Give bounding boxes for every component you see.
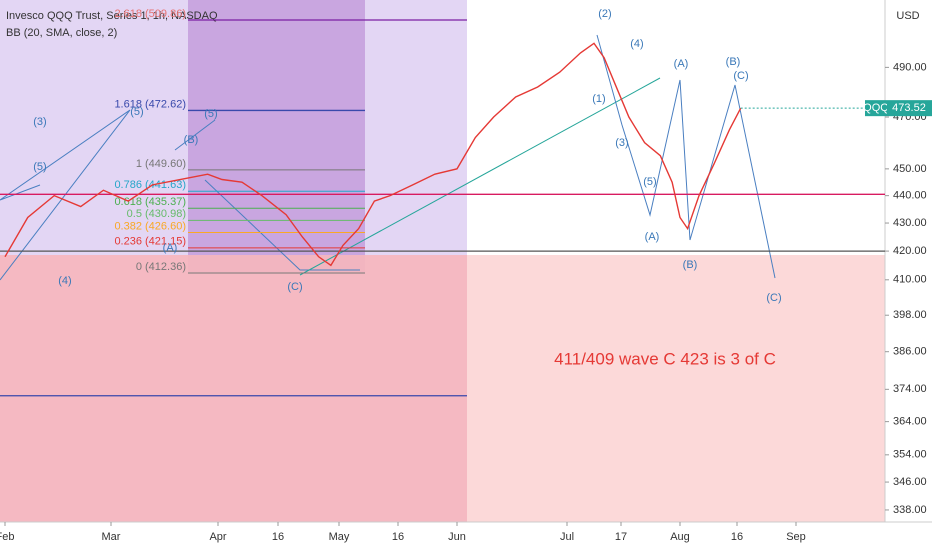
wave-label: (4) bbox=[630, 38, 643, 50]
currency: USD bbox=[896, 10, 919, 22]
region bbox=[0, 255, 467, 522]
chart-title: Invesco QQQ Trust, Series 1, 1h, NASDAQ bbox=[6, 10, 218, 22]
wave-label: (B) bbox=[683, 259, 698, 271]
x-tick-label: 16 bbox=[392, 531, 404, 543]
symbol-label: QQQ bbox=[863, 102, 889, 114]
x-tick-label: 16 bbox=[272, 531, 284, 543]
x-tick-label: May bbox=[329, 531, 350, 543]
fib-label: 0.382 (426.60) bbox=[114, 220, 186, 232]
wave-label: (B) bbox=[184, 134, 199, 146]
price-badge bbox=[887, 100, 932, 117]
trend-line bbox=[299, 77, 661, 276]
wave-label: (5) bbox=[33, 161, 46, 173]
x-tick-label: Feb bbox=[0, 531, 14, 543]
wave-line bbox=[0, 109, 131, 281]
fib-label: 2.618 (509.86) bbox=[114, 8, 186, 20]
y-tick-label: 386.00 bbox=[893, 346, 927, 358]
price-label: 473.52 bbox=[892, 102, 926, 114]
wave-label: (5) bbox=[204, 108, 217, 120]
fib-label: 1 (449.60) bbox=[136, 158, 186, 170]
wave-label: (4) bbox=[58, 275, 71, 287]
wave-label: (2) bbox=[598, 8, 611, 20]
symbol-badge bbox=[865, 100, 887, 117]
wave-label: (3) bbox=[615, 137, 628, 149]
region bbox=[188, 0, 365, 272]
annotation: 411/409 wave C 423 is 3 of C bbox=[554, 349, 776, 368]
price-line bbox=[4, 42, 742, 267]
y-tick-label: 410.00 bbox=[893, 274, 927, 286]
fib-label: 0.236 (421.15) bbox=[114, 236, 186, 248]
x-tick-label: Sep bbox=[786, 531, 806, 543]
x-tick-label: Aug bbox=[670, 531, 690, 543]
wave-line bbox=[596, 34, 776, 279]
x-tick-label: Apr bbox=[209, 531, 226, 543]
x-tick-label: Jun bbox=[448, 531, 466, 543]
fib-label: 1.618 (472.62) bbox=[114, 98, 186, 110]
wave-label: (C) bbox=[733, 70, 748, 82]
indicator: BB (20, SMA, close, 2) bbox=[6, 27, 117, 39]
fib-label: 0.618 (435.37) bbox=[114, 196, 186, 208]
y-tick-label: 338.00 bbox=[893, 504, 927, 516]
y-tick-label: 450.00 bbox=[893, 163, 927, 175]
wave-label: (5) bbox=[130, 106, 143, 118]
wave-label: (A) bbox=[163, 242, 178, 254]
wave-line bbox=[204, 179, 360, 271]
wave-label: (B) bbox=[726, 56, 741, 68]
wave-label: (1) bbox=[592, 93, 605, 105]
x-tick-label: 17 bbox=[615, 531, 627, 543]
wave-label: (A) bbox=[645, 231, 660, 243]
wave-label: (C) bbox=[766, 292, 781, 304]
y-tick-label: 420.00 bbox=[893, 245, 927, 257]
y-tick-label: 346.00 bbox=[893, 476, 927, 488]
y-tick-label: 440.00 bbox=[893, 190, 927, 202]
x-tick-label: Mar bbox=[102, 531, 121, 543]
wave-label: (A) bbox=[674, 58, 689, 70]
x-tick-label: Jul bbox=[560, 531, 574, 543]
fib-label: 0.5 (430.98) bbox=[127, 208, 186, 220]
wave-label: (3) bbox=[33, 116, 46, 128]
x-tick-label: 16 bbox=[731, 531, 743, 543]
wave-label: (5) bbox=[643, 176, 656, 188]
y-tick-label: 354.00 bbox=[893, 449, 927, 461]
y-tick-label: 364.00 bbox=[893, 416, 927, 428]
price-axis bbox=[885, 0, 932, 550]
fib-label: 0 (412.36) bbox=[136, 261, 186, 273]
wave-line bbox=[174, 119, 216, 151]
y-tick-label: 374.00 bbox=[893, 383, 927, 395]
y-tick-label: 398.00 bbox=[893, 309, 927, 321]
y-tick-label: 490.00 bbox=[893, 61, 927, 73]
y-tick-label: 430.00 bbox=[893, 217, 927, 229]
wave-label: (C) bbox=[287, 281, 302, 293]
